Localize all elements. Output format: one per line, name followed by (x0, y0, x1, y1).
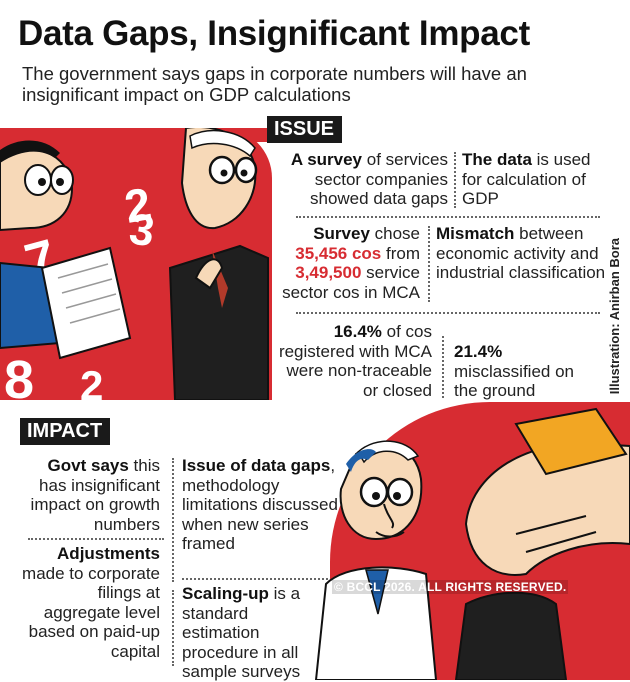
sample-bold: Survey (313, 224, 370, 243)
misclassified-text: misclassified on the ground (454, 361, 574, 401)
sample-text-1: chose (369, 224, 420, 243)
misclassified-pct: 21.4% (454, 342, 503, 361)
govt-bold: Govt says (47, 456, 129, 475)
issue-divider-3 (442, 336, 444, 398)
copyright-notice: © BCCL 2026. ALL RIGHTS RESERVED. (332, 580, 569, 594)
impact-adjustments-block: Adjustments made to corporate filings at … (22, 544, 160, 661)
issue-divider-2 (428, 226, 430, 302)
svg-text:8: 8 (4, 350, 34, 400)
scaling-text: is a standard estimation procedure in al… (182, 584, 301, 681)
impact-divider-1 (172, 458, 174, 582)
issue-label: ISSUE (267, 116, 343, 143)
page-title: Data Gaps, Insignificant Impact (18, 14, 530, 53)
survey-text: of services sector companies showed data… (310, 150, 448, 208)
govt-text: this has insignificant impact on growth … (30, 456, 160, 534)
mismatch-text: between economic activity and industrial… (436, 224, 606, 282)
impact-issue-block: Issue of data gaps, methodology limitati… (182, 456, 340, 554)
untraceable-pct: 16.4% (333, 322, 382, 341)
adjustments-bold: Adjustments (57, 544, 160, 563)
issue-divider-1 (454, 152, 456, 208)
impact-illustration (314, 407, 630, 680)
sample-text-3: service sector cos in MCA (282, 263, 420, 302)
issue-data-block: The data is used for calculation of GDP (462, 150, 612, 209)
untraceable-text: of cos registered with MCA were non-trac… (278, 322, 432, 400)
data-text: is used for calculation of GDP (462, 150, 591, 208)
impact-hdivider-1 (28, 538, 164, 540)
issue-hdivider-2 (296, 312, 600, 314)
page-subtitle: The government says gaps in corporate nu… (22, 63, 527, 105)
issue-survey-block: A survey of services sector companies sh… (272, 150, 448, 209)
survey-bold: A survey (290, 150, 363, 169)
svg-text:2: 2 (80, 362, 103, 400)
adjustments-text: made to corporate filings at aggregate l… (22, 563, 160, 661)
issue-misclassified-block: 21.4% misclassified on the ground (454, 342, 584, 401)
impact-hdivider-2 (182, 578, 328, 580)
issue-untraceable-block: 16.4% of cos registered with MCA were no… (276, 322, 432, 400)
issue-gaps-bold: Issue of data gaps (182, 456, 331, 475)
total-count: 3,49,500 (295, 263, 362, 282)
issue-sample-block: Survey chose 35,456 cos from 3,49,500 se… (268, 224, 420, 302)
impact-govt-block: Govt says this has insignificant impact … (20, 456, 160, 534)
impact-divider-2 (172, 590, 174, 666)
impact-label: IMPACT (20, 418, 111, 445)
illustration-credit: Illustration: Anirban Bora (607, 238, 622, 395)
scaling-bold: Scaling-up (182, 584, 269, 603)
sample-text-2: from (381, 243, 420, 263)
impact-scaling-block: Scaling-up is a standard estimation proc… (182, 584, 328, 682)
issue-hdivider-1 (296, 216, 600, 218)
issue-mismatch-block: Mismatch between economic activity and i… (436, 224, 606, 283)
sample-count: 35,456 cos (295, 243, 382, 263)
data-bold: The data (462, 150, 532, 169)
issue-illustration: 2 3 7 8 2 (0, 128, 269, 400)
mismatch-bold: Mismatch (436, 224, 515, 243)
issue-gaps-text: , methodology limitations discussed when… (182, 456, 338, 553)
